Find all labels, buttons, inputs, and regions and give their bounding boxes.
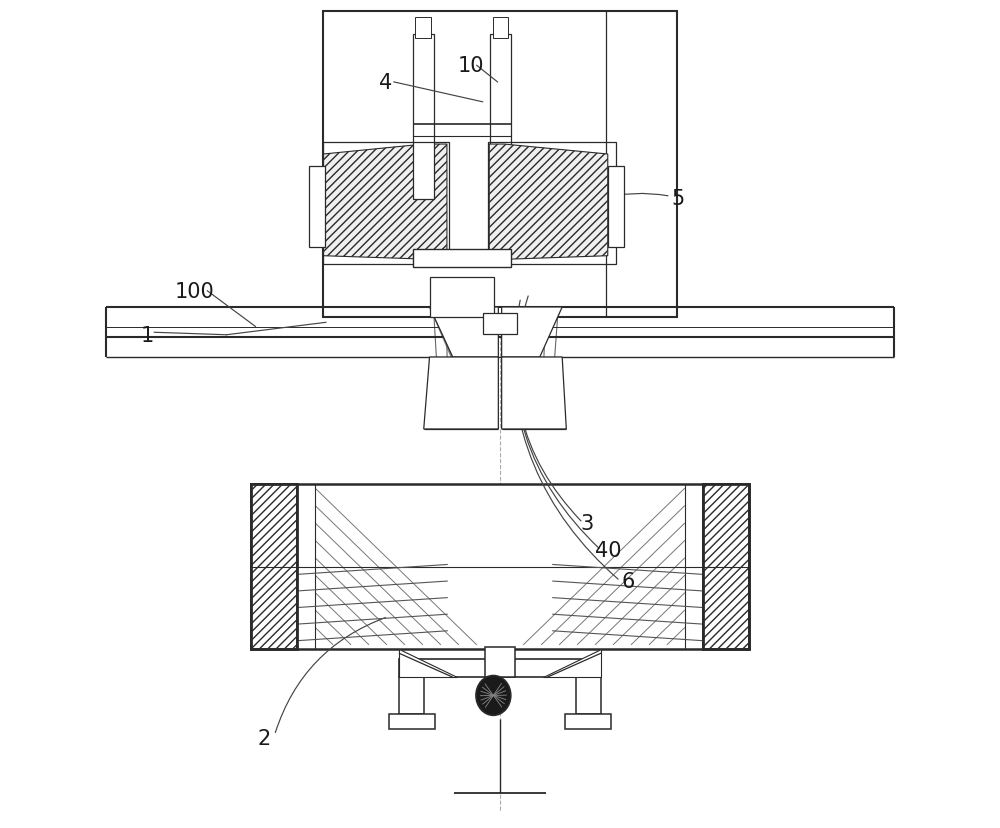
Text: 6: 6 [622, 571, 635, 591]
Bar [488, 142, 616, 265]
Ellipse shape [476, 676, 511, 715]
Bar [323, 142, 449, 265]
Bar [493, 18, 508, 39]
Bar [251, 484, 297, 649]
Bar [251, 484, 749, 649]
Polygon shape [399, 649, 457, 677]
Text: 10: 10 [458, 56, 484, 76]
Bar [251, 484, 297, 649]
Text: 5: 5 [672, 189, 685, 209]
Polygon shape [430, 308, 498, 358]
Polygon shape [502, 358, 566, 430]
Polygon shape [543, 649, 601, 677]
Bar [399, 677, 424, 715]
Bar [490, 35, 511, 200]
Bar [413, 249, 511, 267]
Bar [483, 314, 517, 335]
Bar [576, 677, 601, 715]
Bar [430, 277, 494, 318]
Bar [485, 647, 515, 677]
Text: 3: 3 [580, 513, 594, 533]
Text: 100: 100 [175, 282, 215, 301]
Polygon shape [323, 145, 447, 261]
Bar [608, 167, 624, 248]
Bar [413, 35, 434, 200]
Bar [399, 659, 601, 677]
Bar [703, 484, 749, 649]
Bar [565, 715, 611, 729]
Polygon shape [424, 358, 498, 430]
Text: 1: 1 [141, 325, 154, 345]
Bar [323, 12, 677, 318]
Bar [703, 484, 749, 649]
Polygon shape [489, 145, 608, 261]
Polygon shape [502, 308, 562, 358]
Bar [389, 715, 435, 729]
Text: 40: 40 [595, 541, 621, 561]
Bar [415, 18, 431, 39]
Bar [309, 167, 325, 248]
Text: 4: 4 [379, 73, 392, 93]
Text: 2: 2 [257, 729, 270, 749]
